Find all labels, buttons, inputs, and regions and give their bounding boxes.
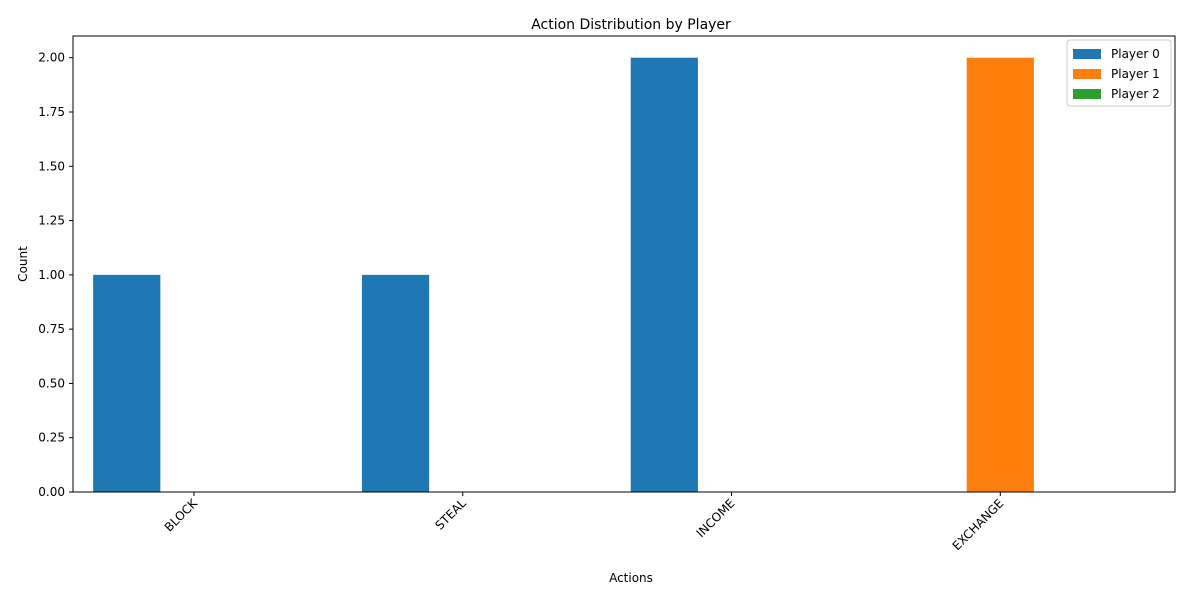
x-axis-label: Actions <box>609 571 653 585</box>
y-axis: 0.00 0.25 0.50 0.75 1.00 1.25 1.50 1.75 2.00 <box>38 51 73 499</box>
legend-swatch-player-2 <box>1073 89 1101 99</box>
y-tick-label: 0.50 <box>38 376 65 390</box>
legend-label-player-2: Player 2 <box>1111 87 1160 101</box>
y-tick-label: 0.00 <box>38 485 65 499</box>
y-tick-label: 1.75 <box>38 105 65 119</box>
bars-group <box>93 57 1034 493</box>
bar-block-player-0 <box>93 274 161 492</box>
y-tick-label: 0.25 <box>38 431 65 445</box>
y-tick-label: 1.00 <box>38 268 65 282</box>
bar-exchange-player-1 <box>966 57 1034 493</box>
y-tick-label: 2.00 <box>38 51 65 65</box>
y-tick-label: 0.75 <box>38 322 65 336</box>
legend-label-player-1: Player 1 <box>1111 67 1160 81</box>
y-tick-label: 1.50 <box>38 159 65 173</box>
plot-frame <box>72 35 1176 493</box>
chart-title: Action Distribution by Player <box>531 17 731 33</box>
bar-income-player-0 <box>630 57 698 493</box>
legend-label-player-0: Player 0 <box>1111 47 1160 61</box>
legend-swatch-player-1 <box>1073 69 1101 79</box>
legend: Player 0 Player 1 Player 2 <box>1066 39 1172 107</box>
legend-swatch-player-0 <box>1073 49 1101 59</box>
bar-steal-player-0 <box>361 274 430 492</box>
y-axis-label: Count <box>16 246 30 282</box>
y-tick-label: 1.25 <box>38 214 65 228</box>
